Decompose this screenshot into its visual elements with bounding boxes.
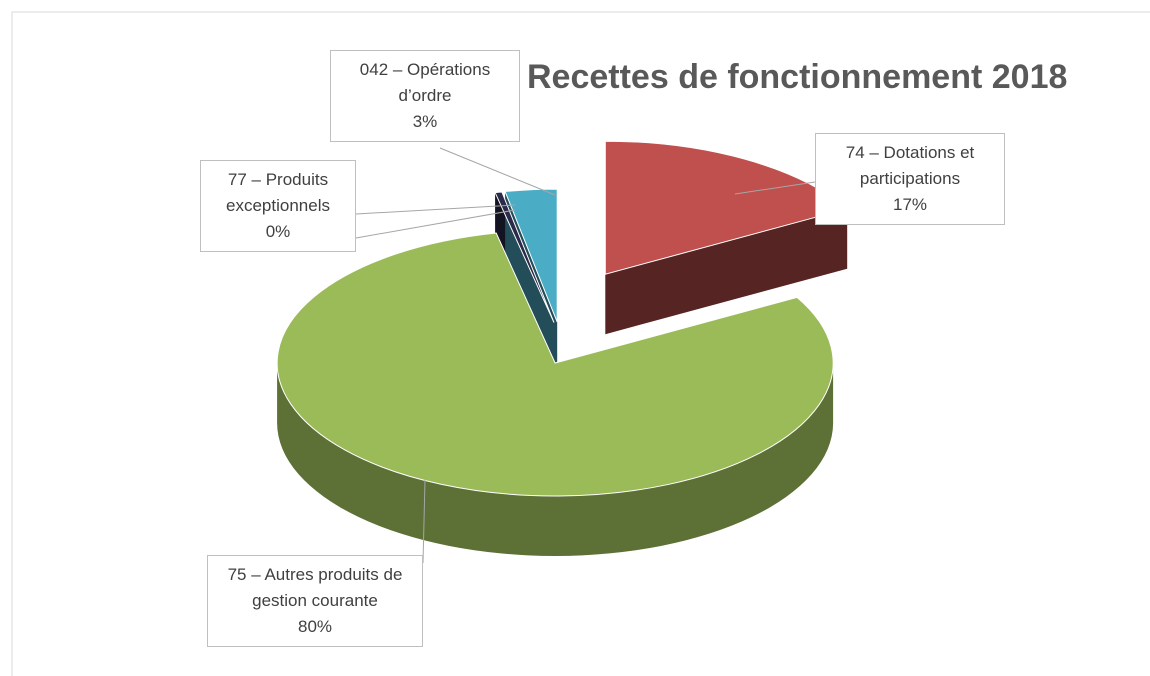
data-label: 77 – Produits exceptionnels 0% (200, 160, 356, 252)
leader-line (734, 181, 816, 195)
label-name: 77 – Produits exceptionnels (226, 170, 330, 215)
label-value: 80% (297, 617, 333, 636)
chart-border (11, 11, 1150, 676)
leader-line (439, 147, 556, 196)
slice (504, 188, 558, 323)
slice-side (277, 363, 834, 556)
data-label: 74 – Dotations et participations 17% (815, 133, 1005, 225)
chart-title: Recettes de fonctionnement 2018 (527, 58, 1068, 96)
slice (494, 191, 555, 323)
label-name: 74 – Dotations et participations (845, 143, 975, 188)
leader-line (355, 209, 516, 239)
slices (276, 140, 849, 556)
leader-line (422, 479, 426, 564)
leader-line (355, 204, 516, 215)
slice-side (605, 208, 848, 335)
label-value: 3% (412, 112, 438, 131)
slice (276, 232, 834, 497)
label-name: 042 – Opérations d’ordre (359, 60, 491, 105)
leader-lines (355, 147, 816, 564)
label-value: 17% (892, 195, 928, 214)
label-value: 0% (265, 222, 291, 241)
data-label: 75 – Autres produits de gestion courante… (207, 555, 423, 647)
data-label: 042 – Opérations d’ordre 3% (330, 50, 520, 142)
label-name: 75 – Autres produits de gestion courante (227, 565, 403, 610)
